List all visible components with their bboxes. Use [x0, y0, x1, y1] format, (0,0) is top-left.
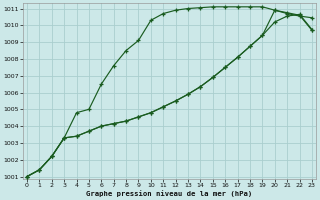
X-axis label: Graphe pression niveau de la mer (hPa): Graphe pression niveau de la mer (hPa) — [86, 190, 252, 197]
